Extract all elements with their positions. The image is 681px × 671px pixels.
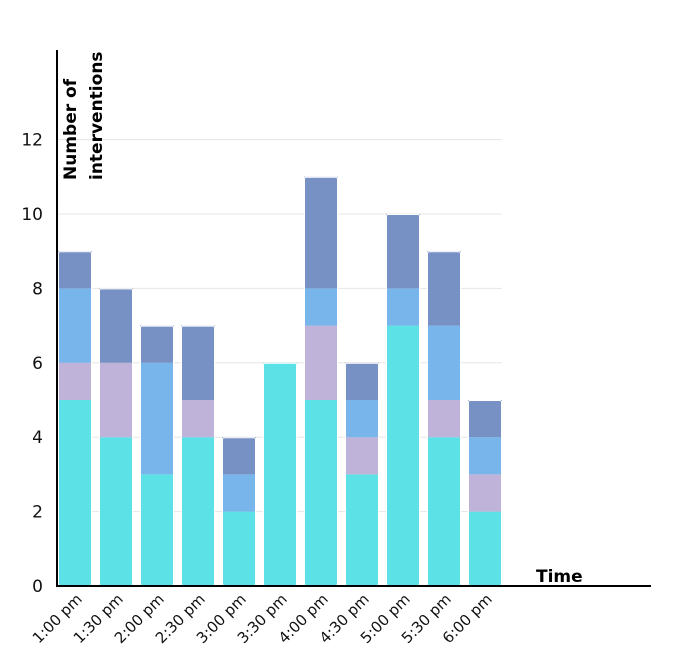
- bar-segment: [468, 474, 502, 512]
- y-tick-label: 2: [32, 503, 43, 523]
- bar-segment: [386, 288, 420, 326]
- y-axis-title-line-1: Number of: [61, 78, 81, 180]
- bar-segment: [427, 400, 461, 438]
- y-tick-label: 10: [21, 205, 43, 225]
- bar-segment: [427, 437, 461, 586]
- bar-segment: [427, 251, 461, 326]
- bar-segment: [345, 437, 379, 475]
- bar-segment: [427, 325, 461, 400]
- bar-segment: [140, 474, 174, 586]
- bar-segment: [345, 400, 379, 438]
- bar-segment: [222, 511, 256, 586]
- bar-segment: [181, 325, 215, 400]
- x-axis-title: Time: [536, 567, 583, 587]
- y-axis-title-line-2: interventions: [87, 51, 107, 180]
- bar-segment: [140, 325, 174, 363]
- bar-segment: [222, 437, 256, 475]
- y-tick-label: 6: [32, 354, 43, 374]
- bar-segment: [345, 362, 379, 400]
- bar-segment: [468, 400, 502, 438]
- bar-segment: [99, 362, 133, 438]
- bar-segment: [181, 437, 215, 586]
- bar-segment: [304, 325, 338, 400]
- y-tick-label: 8: [32, 279, 43, 299]
- x-tick-labels: 1:00 pm1:30 pm2:00 pm2:30 pm3:00 pm3:30 …: [29, 590, 496, 647]
- bar-segment: [222, 474, 256, 512]
- bar-segment: [140, 362, 174, 475]
- bar-segment: [304, 176, 338, 289]
- bar-segment: [468, 437, 502, 475]
- bar-segment: [58, 362, 92, 400]
- bar-segment: [99, 288, 133, 363]
- y-tick-label: 12: [21, 131, 43, 151]
- bar-segment: [304, 288, 338, 326]
- bar-segment: [304, 400, 338, 586]
- y-tick-labels: 0 2 4 6 8 10 12: [21, 131, 43, 597]
- bar-segment: [99, 437, 133, 586]
- bar-segment: [263, 362, 297, 586]
- bars: [58, 176, 502, 587]
- bar-segment: [468, 511, 502, 586]
- bar-segment: [386, 325, 420, 586]
- y-tick-label: 0: [32, 577, 43, 597]
- y-tick-label: 4: [32, 428, 43, 448]
- bar-segment: [58, 400, 92, 586]
- bar-segment: [345, 474, 379, 586]
- bar-segment: [58, 288, 92, 363]
- bar-segment: [181, 400, 215, 438]
- bar-segment: [58, 251, 92, 289]
- bar-segment: [386, 214, 420, 289]
